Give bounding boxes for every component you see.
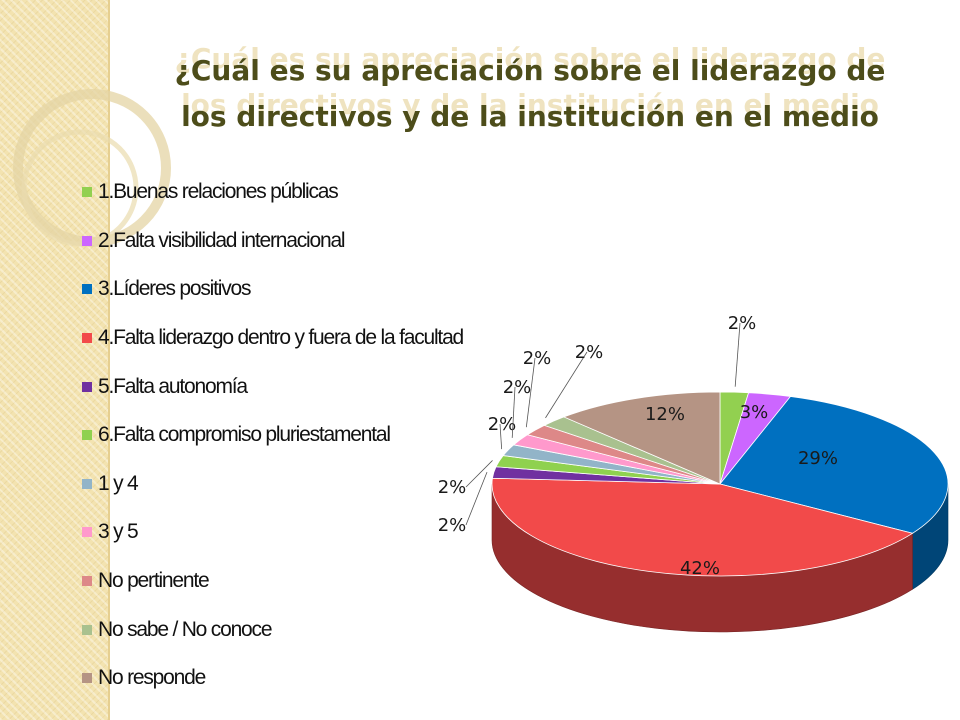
legend-label: 3.Líderes positivos bbox=[98, 277, 251, 301]
pie-top bbox=[491, 391, 949, 577]
legend-swatch bbox=[82, 235, 92, 246]
label-leader-line bbox=[499, 423, 503, 450]
title-shadow: ¿Cuál es su apreciación sobre el lideraz… bbox=[120, 36, 940, 128]
pie-slice bbox=[491, 477, 914, 577]
legend-swatch bbox=[82, 624, 92, 635]
legend-swatch bbox=[82, 333, 92, 344]
legend-label: 5.Falta autonomía bbox=[98, 374, 248, 398]
legend-swatch bbox=[82, 673, 92, 684]
decorative-side-band bbox=[0, 0, 108, 720]
title-line-1: ¿Cuál es su apreciación sobre el lideraz… bbox=[174, 54, 886, 87]
legend-item: 1.Buenas relaciones públicas bbox=[82, 168, 463, 217]
legend-label: 2.Falta visibilidad internacional bbox=[98, 228, 346, 252]
legend-item: 4.Falta liderazgo dentro y fuera de la f… bbox=[82, 314, 464, 363]
pie-data-label: 29% bbox=[798, 448, 838, 469]
pie-data-label: 2% bbox=[438, 515, 467, 536]
title-text: ¿Cuál es su apreciación sobre el lideraz… bbox=[120, 48, 940, 140]
pie-data-label: 2% bbox=[575, 342, 604, 363]
pie-sides bbox=[491, 483, 949, 633]
pie-data-label: 2% bbox=[503, 377, 532, 398]
label-leader-line bbox=[734, 322, 741, 387]
label-leader-line bbox=[465, 460, 493, 488]
legend-item: 3.Líderes positivos bbox=[82, 265, 463, 314]
pie-slice bbox=[719, 396, 949, 534]
legend-swatch bbox=[82, 430, 92, 441]
label-leader-line bbox=[511, 386, 516, 438]
legend-swatch bbox=[82, 576, 92, 587]
legend-swatch bbox=[82, 284, 92, 295]
chart-legend: 1.Buenas relaciones públicas 2.Falta visi… bbox=[82, 168, 464, 703]
pie-data-label: 3% bbox=[740, 402, 769, 423]
legend-swatch bbox=[82, 187, 92, 198]
legend-item: No responde bbox=[82, 654, 463, 703]
legend-item: 3 y 5 bbox=[82, 508, 463, 557]
legend-swatch bbox=[82, 527, 92, 538]
legend-label: No sabe / No conoce bbox=[98, 617, 273, 641]
decorative-side-line bbox=[108, 0, 110, 720]
pie-data-labels: 2% 3% 29% 42% 2% 2% 2% 2% 2% 2% 12% bbox=[438, 313, 838, 579]
decorative-circles bbox=[13, 89, 171, 247]
label-leader-line bbox=[525, 357, 536, 428]
legend-item: No sabe / No conoce bbox=[82, 605, 463, 654]
pie-data-label: 2% bbox=[523, 348, 552, 369]
legend-label: 4.Falta liderazgo dentro y fuera de la f… bbox=[98, 326, 464, 350]
legend-item: 5.Falta autonomía bbox=[82, 362, 463, 411]
legend-item: No pertinente bbox=[82, 557, 463, 606]
legend-item: 2.Falta visibilidad internacional bbox=[82, 217, 463, 266]
pie-data-label: 2% bbox=[438, 477, 467, 498]
legend-label: 6.Falta compromiso pluriestamental bbox=[98, 423, 391, 447]
legend-item: 6.Falta compromiso pluriestamental bbox=[82, 411, 463, 460]
pie-data-label: 12% bbox=[645, 404, 685, 425]
legend-label: No responde bbox=[98, 666, 206, 690]
title-shadow-line-1: ¿Cuál es su apreciación sobre el lideraz… bbox=[174, 42, 886, 75]
legend-item: 1 y 4 bbox=[82, 460, 463, 509]
legend-label: 1 y 4 bbox=[98, 471, 139, 495]
title-line-2: los directivos y de la institución en el… bbox=[181, 100, 879, 133]
legend-label: 3 y 5 bbox=[98, 520, 139, 544]
legend-label: No pertinente bbox=[98, 569, 210, 593]
pie-data-label: 2% bbox=[488, 414, 517, 435]
title-shadow-line-2: los directivos y de la institución en el… bbox=[181, 88, 879, 121]
legend-swatch bbox=[82, 381, 92, 392]
legend-swatch bbox=[82, 478, 92, 489]
pie-data-label: 2% bbox=[728, 313, 757, 334]
slide-title: ¿Cuál es su apreciación sobre el lideraz… bbox=[120, 42, 940, 140]
legend-label: 1.Buenas relaciones públicas bbox=[98, 180, 339, 204]
label-leader-line bbox=[545, 351, 588, 419]
label-leader-line bbox=[465, 471, 488, 526]
pie-data-label: 42% bbox=[680, 558, 720, 579]
pie-slice bbox=[562, 391, 721, 485]
